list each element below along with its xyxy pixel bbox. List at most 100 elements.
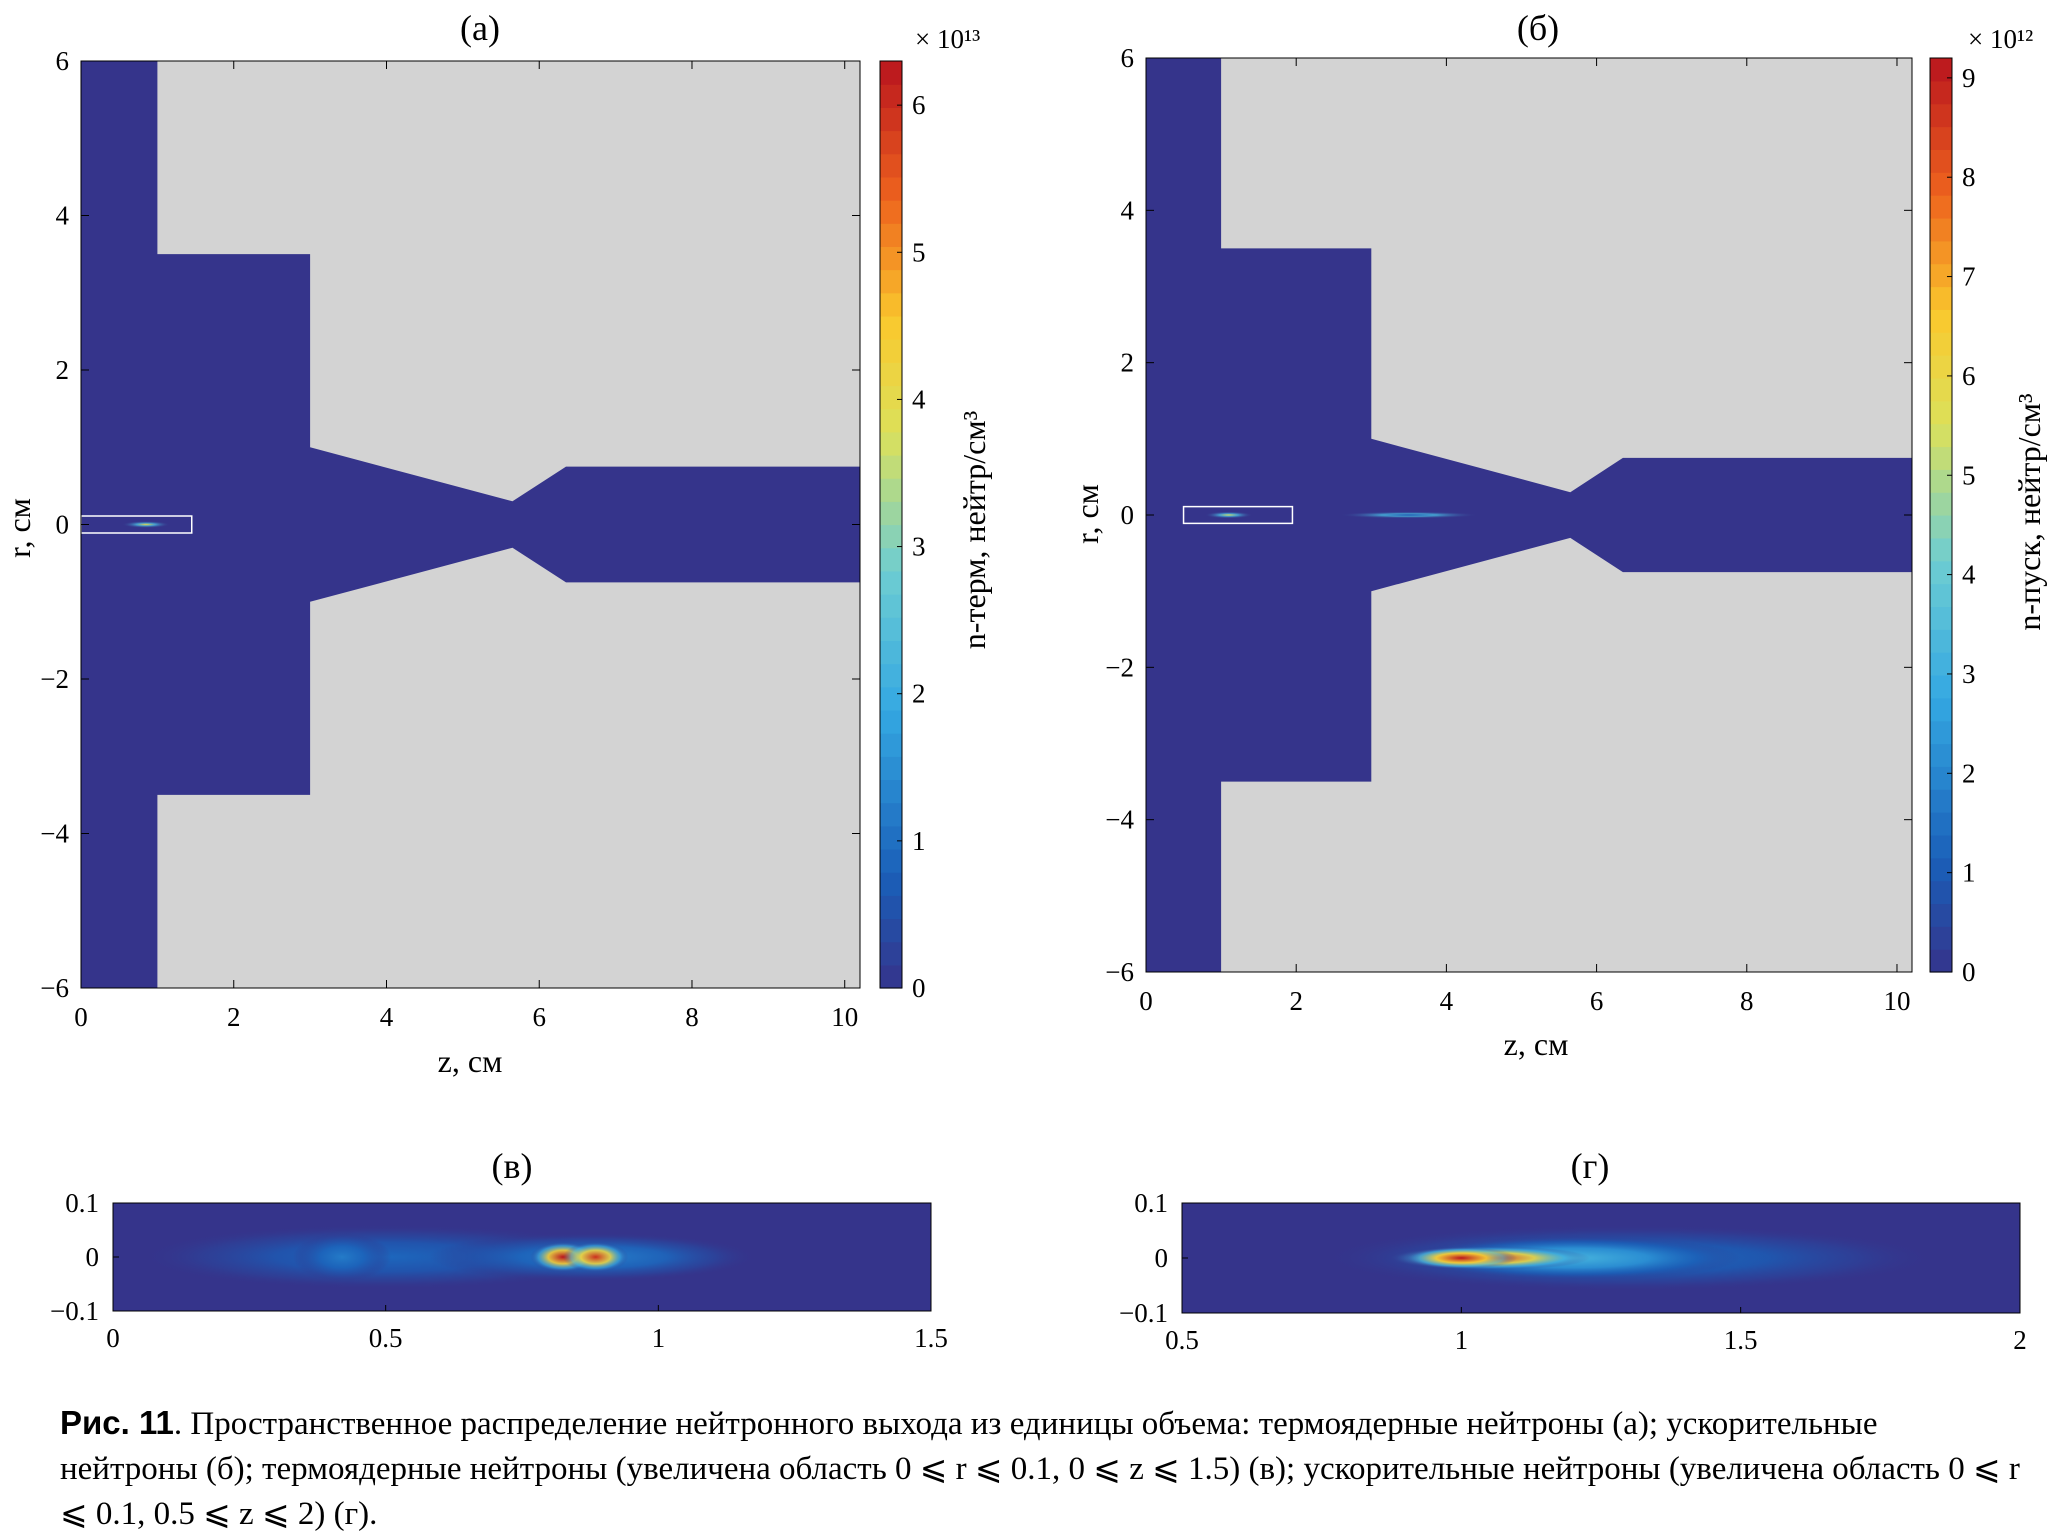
emission-hotspot: [121, 521, 170, 528]
colorbar-segment: [1930, 583, 1952, 607]
panel-b-colorbar-label: n-пуск, нейтр/см³: [2011, 393, 2047, 630]
colorbar-segment: [1930, 926, 1952, 950]
colorbar-frame: [1929, 57, 1953, 973]
panel-b-plot: 0 2 4 6 8 10 −6 −4 −2 0 2 4 6: [1105, 43, 1913, 1016]
colorbar-segment: [1930, 195, 1952, 219]
panel-b-ylabel: r, см: [1069, 484, 1105, 544]
panel-d-title: (г): [1571, 1146, 1610, 1186]
x-tick-label: 0: [74, 1002, 88, 1032]
panel-b-colorbar: 0 1 2 3 4 5 6 7 8 9: [1929, 57, 1976, 987]
y-tick-label: −6: [40, 973, 69, 1003]
colorbar-segment: [880, 617, 902, 641]
colorbar-segment: [1930, 674, 1952, 699]
colorbar-segment: [1930, 400, 1952, 425]
colorbar-segment: [1930, 903, 1952, 927]
colorbar-tick-label: 2: [912, 679, 926, 709]
colorbar-segment: [1930, 309, 1952, 333]
panel-a-ylabel: r, см: [1, 498, 37, 558]
y-tick-label: 0.1: [65, 1188, 99, 1218]
colorbar-segment: [880, 223, 902, 247]
colorbar-segment: [880, 570, 902, 595]
colorbar-segment: [1930, 80, 1952, 105]
x-tick-label: 10: [1883, 986, 1910, 1016]
colorbar-segment: [880, 246, 902, 271]
x-tick-label: 0: [1139, 986, 1153, 1016]
emission-contour: [1405, 1247, 1518, 1269]
colorbar-segment: [1930, 789, 1952, 813]
colorbar-segment: [880, 802, 902, 827]
panel-d: (г) 0.5 1 1.5 2 0.1 0 −0.1: [1119, 1146, 2027, 1355]
colorbar-segment: [880, 547, 902, 572]
x-tick-label: 10: [831, 1002, 858, 1032]
y-tick-label: 2: [1121, 348, 1135, 378]
colorbar-tick-label: 0: [912, 973, 926, 1003]
y-tick-label: 6: [56, 46, 70, 76]
colorbar-segment: [1930, 58, 1952, 82]
colorbar-segment: [1930, 217, 1952, 242]
colorbar-segment: [1930, 629, 1952, 653]
colorbar-tick-label: 4: [912, 384, 926, 414]
colorbar-segment: [880, 686, 902, 711]
colorbar-segment: [1930, 812, 1952, 836]
panel-a-xlabel: z, см: [438, 1043, 503, 1079]
plasma-region: [81, 61, 860, 988]
panel-c-title: (в): [492, 1146, 533, 1186]
colorbar-segment: [1930, 355, 1952, 379]
panel-b-xlabel: z, см: [1504, 1026, 1569, 1062]
colorbar-segment: [880, 918, 902, 943]
colorbar-segment: [1930, 423, 1952, 448]
colorbar-segment: [1930, 377, 1952, 402]
colorbar-tick-label: 6: [912, 90, 926, 120]
colorbar-segment: [880, 107, 902, 132]
colorbar-segment: [880, 848, 902, 873]
colorbar-segment: [880, 733, 902, 757]
colorbar-segment: [1930, 446, 1952, 470]
panel-c-plot: 0 0.5 1 1.50.10−0.1: [50, 1188, 948, 1353]
figure-caption: Рис. 11. Пространственное распределение …: [60, 1400, 2020, 1537]
colorbar-segment: [1930, 332, 1952, 356]
y-tick-label: 0: [1155, 1243, 1169, 1273]
panel-a-title: (а): [460, 8, 500, 48]
y-tick-label: 0: [1121, 500, 1135, 530]
colorbar-segment: [880, 130, 902, 155]
panel-a: (а) 0 2 4 6 8 10 −6 −4 −2 0 2 4 6 z, см r, см 0 1 2 3 4 5…: [1, 8, 992, 1079]
panel-b: (б) 0 2 4 6 8 10 −6 −4 −2 0 2 4 6 z, см r, см 0 1 2 3 4 5…: [1069, 8, 2047, 1062]
x-tick-label: 0.5: [369, 1323, 403, 1353]
colorbar-segment: [880, 964, 902, 989]
colorbar-tick-label: 6: [1962, 361, 1976, 391]
colorbar-tick-label: 3: [912, 532, 926, 562]
x-tick-label: 4: [380, 1002, 394, 1032]
colorbar-segment: [1930, 880, 1952, 905]
x-tick-label: 1.5: [1724, 1325, 1758, 1355]
y-tick-label: −2: [1105, 652, 1134, 682]
colorbar-segment: [880, 362, 902, 387]
y-tick-label: 4: [56, 201, 70, 231]
y-tick-label: 0.1: [1134, 1188, 1168, 1218]
x-tick-label: 2: [1289, 986, 1303, 1016]
emission-contour: [562, 1241, 629, 1273]
emission-contour: [292, 1232, 392, 1282]
x-tick-label: 2: [2013, 1325, 2027, 1355]
colorbar-segment: [1930, 492, 1952, 516]
x-tick-label: 1: [652, 1323, 666, 1353]
x-tick-label: 6: [532, 1002, 546, 1032]
colorbar-segment: [1930, 103, 1952, 128]
colorbar-segment: [1930, 560, 1952, 585]
x-tick-label: 6: [1590, 986, 1604, 1016]
zoom-box: [1182, 505, 1294, 525]
colorbar-segment: [880, 61, 902, 85]
x-tick-label: 8: [1740, 986, 1754, 1016]
emission-hotspot: [1204, 511, 1253, 519]
colorbar-segment: [1930, 766, 1952, 790]
colorbar-segment: [880, 524, 902, 549]
colorbar-segment: [1930, 126, 1952, 150]
panel-a-plot: 0 2 4 6 8 10 −6 −4 −2 0 2 4 6: [40, 46, 861, 1032]
panel-c: (в) 0 0.5 1 1.50.10−0.1: [50, 1146, 948, 1353]
colorbar-segment: [880, 895, 902, 920]
colorbar-segment: [880, 153, 902, 178]
colorbar-tick-label: 3: [1962, 659, 1976, 689]
colorbar-segment: [880, 339, 902, 363]
colorbar-segment: [1930, 743, 1952, 767]
panel-a-colorbar-exponent: × 10¹³: [915, 24, 980, 54]
